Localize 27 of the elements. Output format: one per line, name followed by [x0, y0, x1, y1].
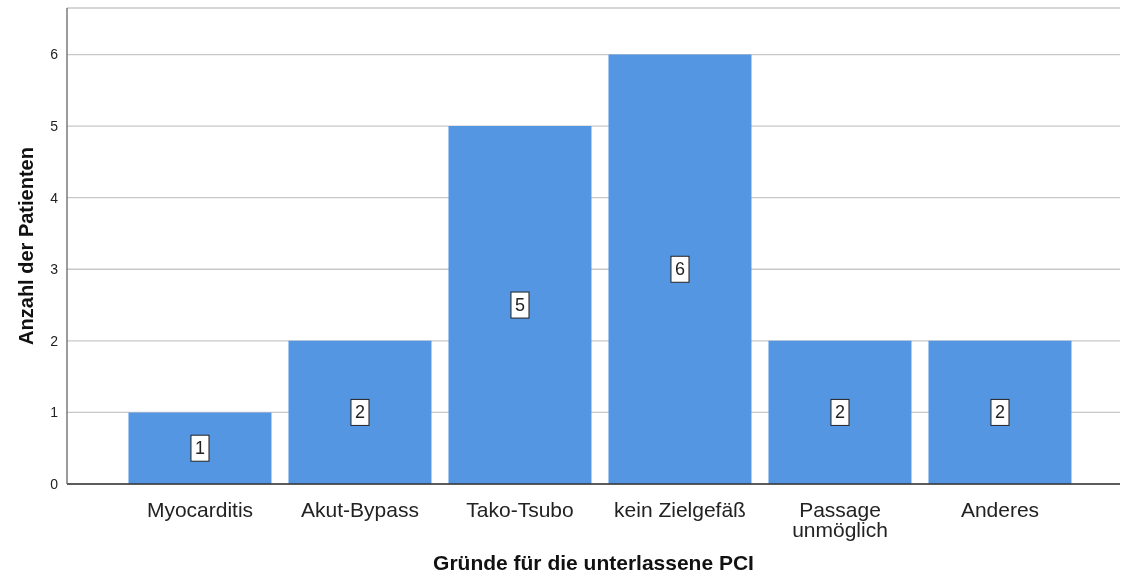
y-tick-label: 5: [50, 118, 59, 135]
x-tick-label: Tako-Tsubo: [466, 497, 574, 521]
x-tick-label: Anderes: [960, 497, 1040, 521]
y-tick-label: 4: [50, 189, 59, 206]
y-tick-label: 0: [50, 475, 59, 492]
data-label: 6: [674, 259, 685, 280]
x-tick-label: Passage unmöglich: [792, 497, 888, 541]
y-tick-label: 3: [50, 261, 59, 278]
bar: [448, 126, 592, 484]
bar: [768, 340, 912, 484]
y-tick-label: 1: [50, 404, 59, 421]
data-label: 5: [514, 295, 525, 316]
bar: [128, 412, 272, 484]
bar: [288, 340, 432, 484]
data-label: 2: [994, 402, 1005, 423]
data-label: 2: [354, 402, 365, 423]
x-axis-title: Gründe für die unterlassene PCI: [433, 551, 754, 574]
x-tick-label: Myocarditis: [146, 497, 254, 521]
y-tick-label: 6: [50, 46, 59, 63]
bar: [608, 54, 752, 484]
y-axis-title: Anzahl der Patienten: [15, 147, 38, 345]
data-label: 1: [194, 438, 205, 459]
x-tick-label: kein Zielgefäß: [614, 497, 746, 521]
y-tick-label: 2: [50, 332, 59, 349]
bar: [928, 340, 1072, 484]
x-tick-label: Akut-Bypass: [301, 497, 419, 521]
data-label: 2: [834, 402, 845, 423]
